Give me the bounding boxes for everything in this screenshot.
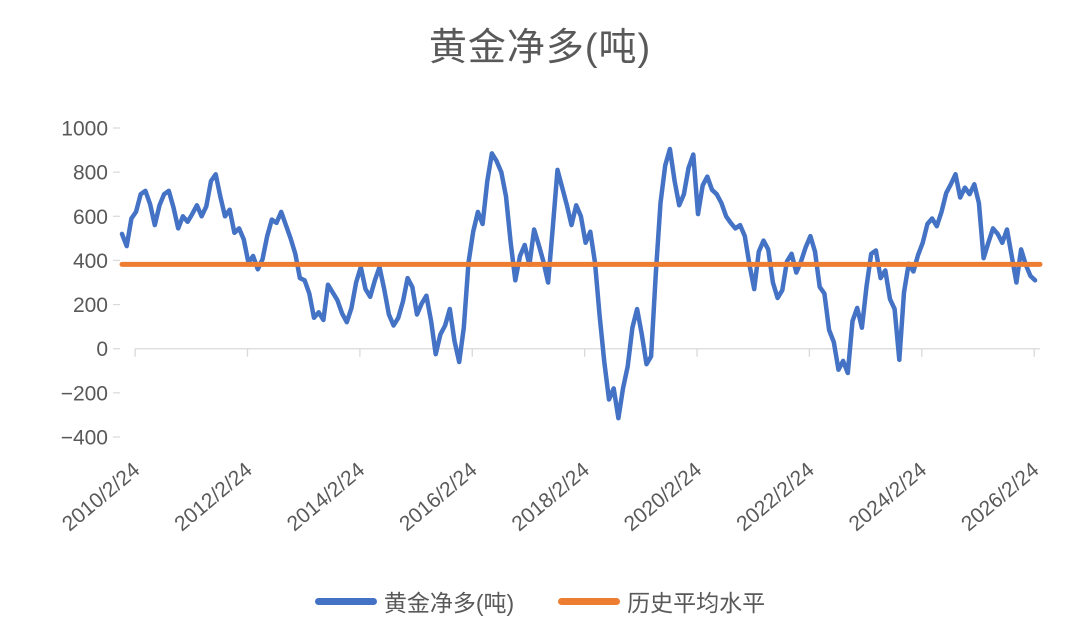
gold-net-long-series-line [119,146,1038,421]
x-axis-tick-label: 2024/2/24 [845,458,932,536]
y-axis-tick-label: 200 [73,294,108,317]
legend-item-gold-net-long[interactable]: 黄金净多(吨) [314,584,515,618]
y-axis-tick-label: −200 [61,382,108,405]
x-axis-tick-label: 2022/2/24 [732,458,819,536]
chart-title: 黄金净多(吨) [428,27,652,69]
x-axis-tick-label: 2026/2/24 [957,458,1044,536]
chart-legend: 黄金净多(吨) 历史平均水平 [0,584,1080,618]
x-axis-tick-label: 2018/2/24 [508,458,595,536]
y-axis-tick-label: 600 [73,206,108,229]
legend-label-gold-net-long: 黄金净多(吨) [383,590,515,616]
legend-line-swatch-blue [314,597,377,605]
y-axis-tick-label: 0 [96,338,108,361]
y-axis-tick-label: −400 [61,427,108,450]
y-axis-tick-label: 1000 [61,118,108,141]
y-axis-tick-label: 800 [73,162,108,185]
legend-line-swatch-orange [558,597,621,605]
y-axis-tick-label: 400 [73,250,108,273]
legend-label-historical-average: 历史平均水平 [627,590,766,616]
x-axis-tick-label: 2010/2/24 [58,458,145,536]
x-axis-tick-label: 2020/2/24 [620,458,707,536]
line-chart-plot: 1000 800 600 400 200 0 −200 −400 2010/2/24 2012/2… [58,118,1044,536]
x-axis-tick-label: 2012/2/24 [170,458,257,536]
legend-item-historical-average[interactable]: 历史平均水平 [558,584,765,618]
x-axis-tick-label: 2014/2/24 [283,458,370,536]
x-axis-tick-label: 2016/2/24 [395,458,482,536]
